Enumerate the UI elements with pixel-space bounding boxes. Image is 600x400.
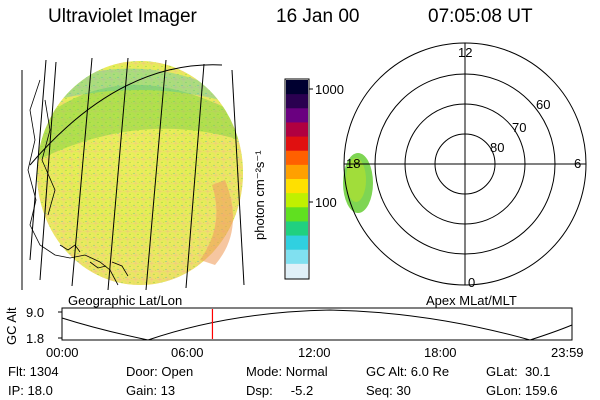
- timeline-ytick-1-8: 1.8: [26, 331, 45, 346]
- time-label: 07:05:08 UT: [428, 6, 533, 27]
- info-glon: GLon: 159.6: [486, 383, 558, 398]
- colorbar-segment: [286, 136, 308, 152]
- colorbar-segment: [286, 179, 308, 194]
- colorbar-segment: [286, 249, 308, 265]
- colorbar-tick-1000: 1000: [315, 82, 344, 97]
- info-door: Door: Open: [126, 364, 194, 379]
- mlt-label-12: 12: [458, 45, 473, 60]
- geo-grid: [21, 57, 245, 291]
- coastline: [27, 79, 129, 286]
- colorbar-segment: [286, 207, 308, 222]
- timeline-xtick-0600: 06:00: [171, 345, 204, 360]
- colorbar-segment: [286, 94, 308, 109]
- mlt-label-6: 6: [574, 156, 582, 171]
- polar-panel-label: Apex MLat/MLT: [426, 293, 517, 308]
- polar-plot: [343, 42, 587, 286]
- colorbar-segment: [286, 221, 308, 237]
- info-gc-alt: GC Alt: 6.0 Re: [366, 364, 450, 379]
- info-glat: GLat: 30.1: [486, 364, 551, 379]
- instrument-title: Ultraviolet Imager: [48, 6, 197, 27]
- timeline-xtick-1800: 18:00: [424, 345, 457, 360]
- colorbar-segment: [286, 235, 308, 251]
- altitude-timeline: [58, 307, 573, 341]
- colorbar-segment: [286, 122, 308, 138]
- colorbar-segment: [286, 193, 308, 208]
- lat-label-60: 60: [536, 97, 551, 112]
- lat-label-70: 70: [512, 120, 527, 135]
- colorbar-segment: [286, 150, 308, 166]
- timeline-xtick-2359: 23:59: [551, 345, 584, 360]
- info-gain: Gain: 13: [126, 383, 176, 398]
- colorbar-tick-100: 100: [315, 195, 337, 210]
- timeline-axis-label: GC Alt: [4, 307, 19, 345]
- lat-label-80: 80: [490, 140, 505, 155]
- date-label: 16 Jan 00: [276, 6, 360, 27]
- info-flt: Flt: 1304: [8, 364, 59, 379]
- timeline-ytick-9: 9.0: [26, 305, 45, 320]
- timeline-xtick-0000: 00:00: [46, 345, 79, 360]
- colorbar: [284, 78, 313, 280]
- colorbar-segment: [286, 263, 308, 279]
- mlt-label-0: 0: [468, 275, 476, 290]
- colorbar-segment: [286, 80, 308, 95]
- mlt-label-18: 18: [346, 156, 361, 171]
- colorbar-unit-label: photon cm⁻²s⁻¹: [252, 150, 267, 240]
- timeline-xtick-1200: 12:00: [298, 345, 331, 360]
- colorbar-segment: [286, 108, 308, 123]
- earth-image: [37, 61, 243, 285]
- geo-panel-label: Geographic Lat/Lon: [68, 293, 183, 308]
- info-ip: IP: 18.0: [8, 383, 53, 398]
- info-mode: Mode: Normal: [246, 364, 328, 379]
- colorbar-segment: [286, 164, 308, 180]
- info-seq: Seq: 30: [366, 383, 411, 398]
- info-dsp: Dsp: -5.2: [246, 383, 314, 398]
